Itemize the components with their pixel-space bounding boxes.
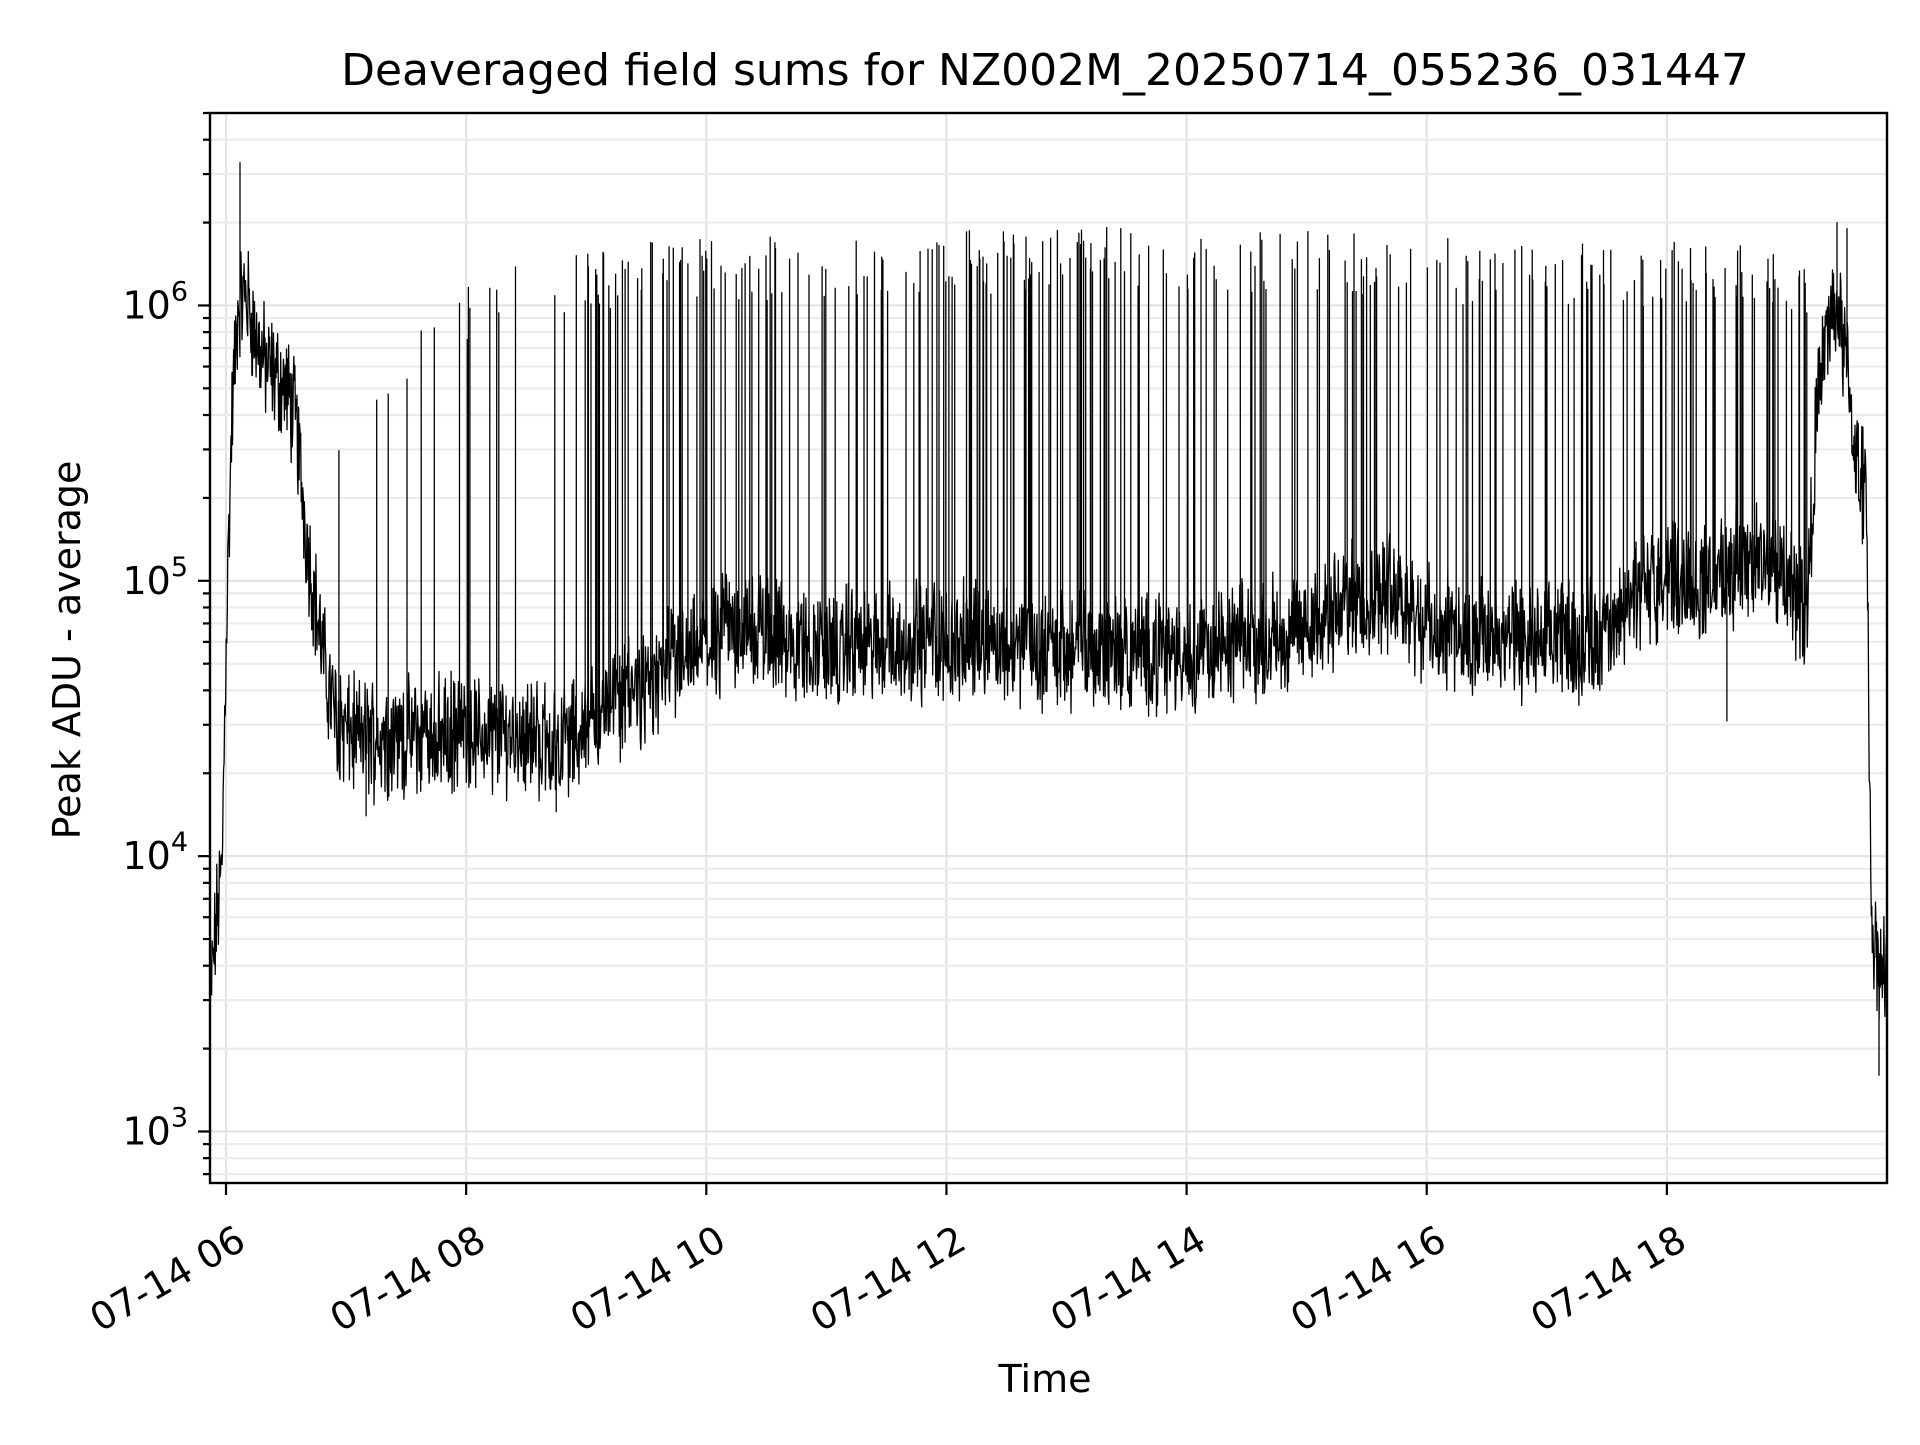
x-axis-label: Time [998, 1357, 1092, 1401]
series-line-peak-adu [210, 162, 1887, 1076]
y-tick-label: 105 [122, 552, 188, 603]
y-tick-base: 10 [122, 834, 170, 878]
y-tick-base: 10 [122, 559, 170, 603]
y-tick-exponent: 6 [171, 276, 188, 307]
y-tick-exponent: 3 [171, 1102, 188, 1133]
y-tick-base: 10 [122, 283, 170, 327]
y-tick-label: 106 [122, 276, 188, 327]
chart-title: Deaveraged field sums for NZ002M_2025071… [341, 45, 1749, 96]
y-tick-label: 103 [122, 1102, 188, 1153]
y-tick-exponent: 5 [171, 552, 188, 583]
y-tick-label: 104 [122, 827, 188, 878]
series-layer [210, 162, 1887, 1076]
plot-frame [208, 111, 1889, 1185]
y-axis-label: Peak ADU - average [45, 461, 89, 840]
y-tick-exponent: 4 [171, 827, 188, 858]
y-tick-base: 10 [122, 1109, 170, 1153]
